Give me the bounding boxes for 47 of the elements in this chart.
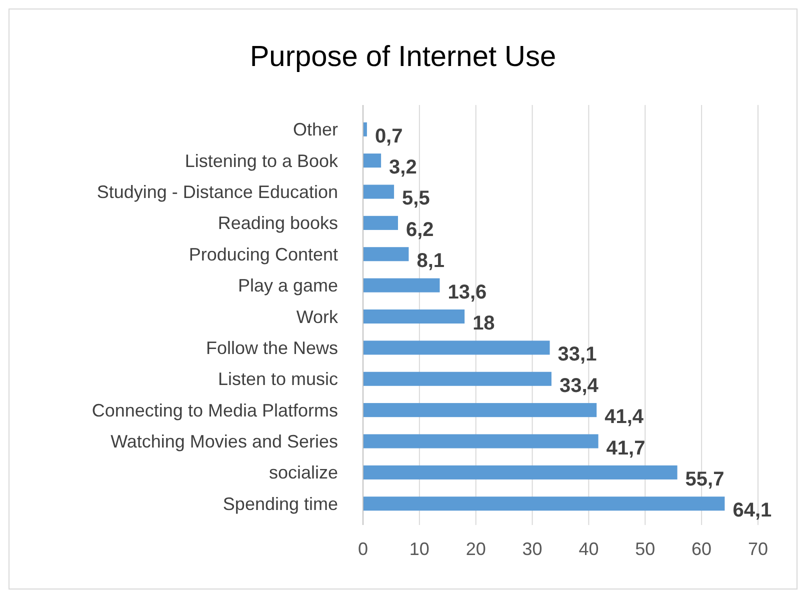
bar bbox=[363, 372, 552, 386]
y-tick-label: Follow the News bbox=[206, 338, 338, 358]
data-label: 33,4 bbox=[559, 374, 600, 397]
x-tick-label: 30 bbox=[522, 539, 542, 559]
x-tick-label: 10 bbox=[409, 539, 430, 559]
data-label: 18 bbox=[472, 312, 495, 334]
chart-title: Purpose of Internet Use bbox=[250, 41, 556, 73]
data-label: 0,7 bbox=[374, 125, 403, 148]
data-label: 41,7 bbox=[606, 437, 646, 460]
bar bbox=[363, 465, 678, 480]
bar bbox=[363, 247, 409, 262]
data-label: 41,4 bbox=[604, 406, 644, 428]
x-tick-label: 70 bbox=[748, 539, 768, 559]
y-tick-label: Reading books bbox=[218, 213, 338, 234]
bar bbox=[363, 216, 398, 230]
y-tick-label: Connecting to Media Platforms bbox=[92, 400, 338, 420]
data-label: 6,2 bbox=[406, 218, 434, 241]
bar bbox=[363, 340, 550, 355]
bar bbox=[363, 154, 382, 168]
y-tick-label: Other bbox=[292, 120, 338, 140]
x-tick-label: 20 bbox=[466, 539, 486, 559]
bar bbox=[363, 434, 598, 448]
data-label: 8,1 bbox=[416, 250, 445, 272]
y-tick-label: Spending time bbox=[222, 494, 338, 514]
y-tick-label: Play a game bbox=[238, 276, 338, 296]
data-label: 33,1 bbox=[558, 344, 597, 366]
x-tick-label: 0 bbox=[358, 539, 368, 559]
x-tick-label: 60 bbox=[692, 539, 712, 559]
data-label: 13,6 bbox=[448, 281, 487, 304]
data-label: 5,5 bbox=[402, 188, 430, 210]
y-tick-label: Producing Content bbox=[188, 244, 338, 264]
y-tick-label: Work bbox=[296, 306, 339, 327]
data-label: 64,1 bbox=[732, 500, 772, 522]
y-tick-label: socialize bbox=[268, 462, 338, 483]
data-label: 3,2 bbox=[389, 156, 417, 179]
y-tick-label: Studying - Distance Education bbox=[96, 182, 338, 202]
y-tick-label: Watching Movies and Series bbox=[110, 432, 338, 452]
y-tick-label: Listen to music bbox=[218, 369, 338, 390]
bar bbox=[363, 309, 465, 324]
x-tick-label: 40 bbox=[578, 539, 599, 559]
data-label: 55,7 bbox=[685, 468, 724, 490]
bar bbox=[363, 278, 440, 292]
x-tick-label: 50 bbox=[635, 539, 656, 559]
y-tick-label: Listening to a Book bbox=[184, 150, 339, 171]
bar bbox=[363, 496, 725, 511]
bar bbox=[363, 184, 394, 199]
bar bbox=[363, 403, 597, 418]
